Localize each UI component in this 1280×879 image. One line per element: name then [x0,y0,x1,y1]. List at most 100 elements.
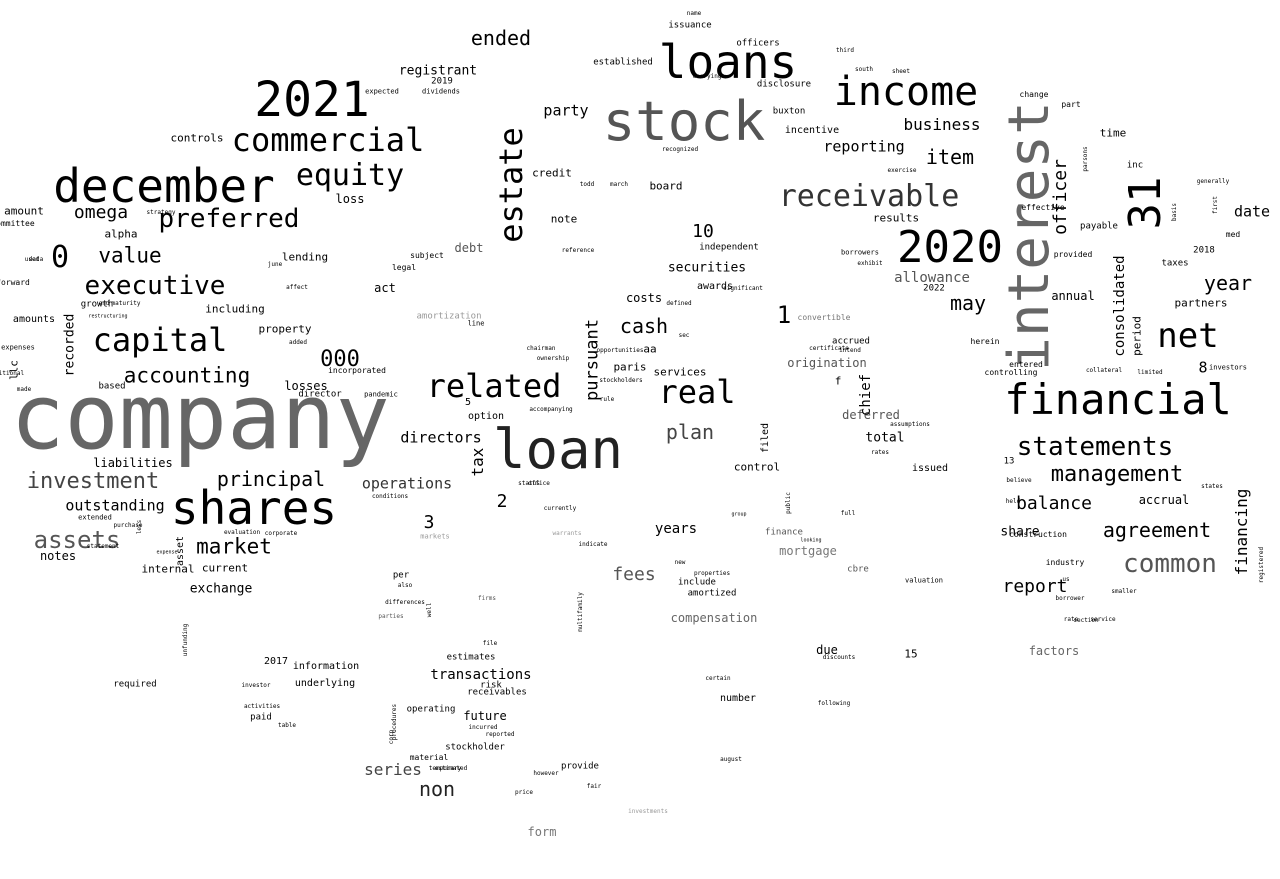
word-209: legal [391,263,417,272]
word-78: including [205,302,265,316]
word-76: total [865,430,905,446]
word-84: future [463,709,507,723]
word-181: status [518,480,540,487]
word-227: ownership [536,355,570,362]
word-147: aa [643,342,657,356]
word-105: services [653,365,707,379]
word-240: exercise [887,167,917,174]
word-159: provided [1053,250,1093,259]
word-182: currently [543,505,577,512]
word-272: well [426,602,433,618]
word-246: rates [870,449,890,456]
word-140: 8 [1198,358,1208,377]
word-98: period [1130,316,1144,356]
word-75: control [733,460,781,474]
word-195: file [482,640,498,647]
word-17: real [658,373,736,411]
word-258: generally [1196,178,1230,185]
word-145: 2022 [923,283,945,294]
word-120: operating [406,704,456,715]
word-69: years [654,521,698,537]
word-237: south [854,66,874,73]
word-82: loss [335,192,365,206]
word-132: expected [365,87,399,96]
word-254: collateral [1085,367,1123,374]
word-217: affect [286,284,308,291]
word-242: todd [579,181,595,188]
word-116: number [719,693,757,704]
word-6: december [53,159,275,213]
word-276: investments [628,808,668,815]
word-83: act [374,281,396,295]
word-268: purchase [113,522,143,529]
word-65: mortgage [779,544,837,558]
word-144: 2018 [1193,245,1215,256]
word-129: officers [736,38,780,49]
word-175: pandemic [364,390,398,399]
word-126: issuance [668,20,712,31]
word-40: ended [470,26,532,50]
word-53: operations [361,474,453,493]
word-7: shares [170,481,338,535]
word-5: 2021 [254,72,370,128]
word-262: parsons [1082,146,1089,172]
word-44: non [418,777,456,801]
word-128: disclosure [756,79,812,90]
word-185: indicate [578,541,608,548]
word-150: industry [1045,558,1085,567]
word-110: information [292,661,360,672]
word-58: allowance [894,270,970,286]
word-23: executive [84,271,226,301]
word-141: 15 [904,647,918,661]
word-208: group [731,511,747,518]
word-71: liabilities [93,456,173,470]
word-45: plan [665,420,715,444]
word-32: agreement [1102,518,1212,542]
word-10: 2020 [897,222,1003,273]
word-114: receivables [467,687,527,698]
word-133: dividends [422,87,460,96]
word-61: date [1233,202,1271,221]
word-168: material [409,753,449,762]
word-154: payable [1080,221,1118,232]
word-31: principal [216,467,326,491]
word-238: third [835,47,855,54]
word-99: time [1099,126,1127,140]
word-251: us [1062,576,1070,583]
word-102: amount [4,204,44,218]
word-77: recorded [62,313,78,377]
word-186: new [674,559,686,566]
word-211: june [267,261,283,268]
word-222: reference [561,247,595,254]
word-106: filed [760,422,771,454]
word-266: evaluation [223,529,261,536]
word-247: valuation [905,576,943,585]
word-234: recognized [661,146,699,153]
word-54: outstanding [65,496,165,515]
word-103: internal [141,562,195,576]
word-221: data [28,256,44,263]
word-199: incurred [468,724,498,731]
word-38: balance [1016,493,1092,514]
word-80: property [258,322,312,336]
word-26: accounting [123,363,251,388]
word-130: established [593,57,653,68]
word-169: temporary [428,765,462,772]
word-156: inc [1126,160,1144,171]
word-269: unfunding [182,623,189,657]
word-16: related [426,367,562,405]
word-3: loan [492,418,624,481]
word-109: option [467,411,505,422]
word-66: compensation [670,611,758,625]
word-4: interest [997,101,1062,371]
word-271: asset [175,535,186,567]
word-64: tax [468,447,487,477]
word-250: held [1005,498,1021,505]
word-143: 2017 [263,656,289,667]
word-46: fees [612,564,656,585]
word-152: entered [1009,360,1043,369]
word-173: expenses [1,343,35,352]
word-108: accrued [832,336,870,347]
word-25: common [1123,549,1217,579]
word-270: less [136,519,143,535]
